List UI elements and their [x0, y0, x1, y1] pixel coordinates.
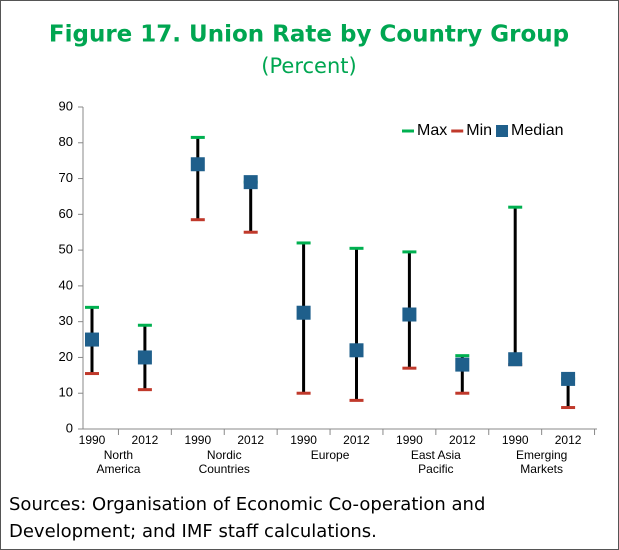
group-label: Countries	[199, 462, 250, 476]
chart-subtitle: (Percent)	[261, 54, 356, 78]
y-tick-label: 20	[59, 349, 73, 364]
x-tick-label: 1990	[290, 433, 317, 447]
group-label: Pacific	[418, 462, 453, 476]
x-tick-label: 1990	[184, 433, 211, 447]
x-tick-label: 2012	[449, 433, 476, 447]
median-marker	[137, 350, 152, 365]
median-marker	[508, 352, 523, 367]
group-label: Emerging	[516, 448, 567, 462]
x-tick-label: 2012	[132, 433, 159, 447]
median-marker	[561, 371, 576, 386]
chart-title: Figure 17. Union Rate by Country Group	[49, 22, 569, 48]
x-tick-label: 1990	[79, 433, 106, 447]
chart: Figure 17. Union Rate by Country Group (…	[49, 22, 597, 476]
median-marker	[455, 357, 470, 372]
x-tick-label: 1990	[502, 433, 529, 447]
median-marker	[402, 307, 417, 322]
y-tick-label: 80	[59, 134, 73, 149]
median-marker	[243, 175, 258, 190]
group-label: Markets	[520, 462, 563, 476]
legend-label: Min	[466, 122, 492, 139]
y-tick-label: 30	[59, 313, 73, 328]
source-note: Sources: Organisation of Economic Co-ope…	[9, 494, 486, 542]
group-label: Nordic	[207, 448, 242, 462]
legend-swatch	[496, 125, 509, 137]
group-label: America	[96, 462, 140, 476]
x-tick-label: 2012	[343, 433, 370, 447]
y-tick-label: 60	[59, 206, 73, 221]
group-label: North	[104, 448, 133, 462]
y-tick-label: 70	[59, 170, 73, 185]
median-marker	[190, 157, 205, 172]
y-tick-label: 0	[66, 420, 73, 435]
median-marker	[296, 305, 311, 320]
x-tick-label: 1990	[396, 433, 423, 447]
legend-label: Median	[511, 122, 563, 139]
group-label: East Asia	[411, 448, 461, 462]
median-marker	[349, 343, 364, 358]
x-tick-label: 2012	[555, 433, 582, 447]
median-marker	[85, 332, 99, 347]
group-label: Europe	[311, 448, 350, 462]
y-tick-label: 50	[59, 242, 73, 257]
y-tick-label: 10	[59, 385, 73, 400]
legend-label: Max	[417, 122, 447, 139]
y-tick-label: 90	[59, 98, 73, 113]
x-tick-label: 2012	[237, 433, 264, 447]
y-tick-label: 40	[59, 277, 73, 292]
